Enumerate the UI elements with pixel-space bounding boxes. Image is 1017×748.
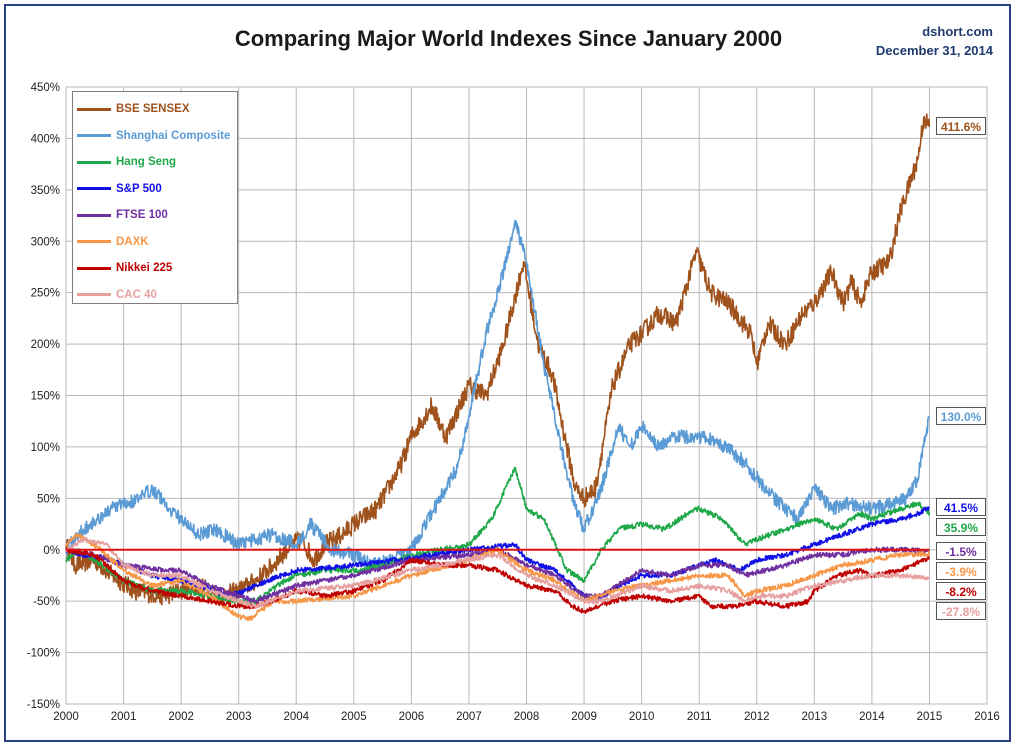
x-tick-label: 2004 xyxy=(283,711,309,723)
x-tick-label: 2006 xyxy=(399,711,425,723)
legend-item: Hang Seng xyxy=(73,149,237,176)
source-block: dshort.com December 31, 2014 xyxy=(876,22,993,60)
x-tick-label: 2001 xyxy=(111,711,137,723)
x-tick-label: 2014 xyxy=(859,711,885,723)
y-tick-label: 0% xyxy=(43,545,60,557)
x-tick-label: 2002 xyxy=(168,711,194,723)
legend-swatch xyxy=(77,160,111,164)
y-tick-label: 450% xyxy=(31,82,60,94)
end-value-label: -3.9% xyxy=(936,562,986,581)
x-tick-label: 2015 xyxy=(917,711,943,723)
series-line xyxy=(65,547,931,615)
end-value-label: 130.0% xyxy=(936,407,986,426)
y-tick-label: 100% xyxy=(31,442,60,454)
y-tick-label: 350% xyxy=(31,185,60,197)
legend-label: S&P 500 xyxy=(116,182,162,195)
legend-item: FTSE 100 xyxy=(73,202,237,229)
legend-label: Shanghai Composite xyxy=(116,129,231,142)
x-tick-label: 2011 xyxy=(687,711,712,723)
end-value-label: -8.2% xyxy=(936,582,986,601)
x-tick-label: 2016 xyxy=(974,711,1000,723)
legend-item: DAXK xyxy=(73,229,237,256)
legend-label: DAXK xyxy=(116,235,149,248)
x-tick-label: 2003 xyxy=(226,711,252,723)
legend-item: Shanghai Composite xyxy=(73,123,237,150)
chart-date: December 31, 2014 xyxy=(875,43,993,58)
legend-item: BSE SENSEX xyxy=(73,96,237,123)
series-lines xyxy=(65,113,931,622)
legend-swatch xyxy=(77,134,111,138)
legend-swatch xyxy=(77,240,111,244)
x-tick-label: 2010 xyxy=(629,711,655,723)
end-value-label: 41.5% xyxy=(936,498,986,517)
x-tick-label: 2005 xyxy=(341,711,367,723)
legend-swatch xyxy=(77,187,111,191)
x-tick-label: 2007 xyxy=(456,711,482,723)
legend-swatch xyxy=(77,107,111,111)
y-tick-label: 200% xyxy=(31,339,60,351)
legend-item: Nikkei 225 xyxy=(73,255,237,282)
end-value-label: -27.8% xyxy=(936,602,986,621)
legend-label: BSE SENSEX xyxy=(116,103,190,116)
series-line xyxy=(65,219,931,573)
legend-label: CAC 40 xyxy=(116,288,157,301)
legend-swatch xyxy=(77,266,111,270)
x-tick-label: 2000 xyxy=(53,711,79,723)
legend-item: CAC 40 xyxy=(73,282,237,309)
y-tick-label: -150% xyxy=(27,699,60,711)
y-tick-label: 50% xyxy=(37,493,60,505)
y-tick-label: 300% xyxy=(31,236,60,248)
x-tick-label: 2008 xyxy=(514,711,540,723)
end-value-label: 35.9% xyxy=(936,518,986,537)
series-line xyxy=(65,536,930,610)
legend: BSE SENSEX Shanghai Composite Hang Seng S&P… xyxy=(72,91,238,304)
y-tick-label: 150% xyxy=(31,391,60,403)
legend-swatch xyxy=(77,293,111,297)
y-tick-label: 400% xyxy=(31,133,60,145)
y-tick-label: -100% xyxy=(27,648,60,660)
axes: 2000 2001 2002 2003 2004 2005 2006 2007 2008 2009… xyxy=(27,82,1000,723)
y-tick-label: 250% xyxy=(31,288,60,300)
end-value-label: 411.6% xyxy=(936,117,986,136)
legend-label: FTSE 100 xyxy=(116,209,168,222)
source-label: dshort.com xyxy=(922,24,993,39)
series-line xyxy=(65,506,930,603)
end-value-label: -1.5% xyxy=(936,542,986,561)
legend-label: Nikkei 225 xyxy=(116,262,173,275)
x-tick-label: 2012 xyxy=(744,711,770,723)
legend-swatch xyxy=(77,213,111,217)
legend-label: Hang Seng xyxy=(116,156,177,169)
x-tick-label: 2009 xyxy=(571,711,597,723)
x-tick-label: 2013 xyxy=(802,711,828,723)
chart-title: Comparing Major World Indexes Since Janu… xyxy=(234,26,783,51)
legend-item: S&P 500 xyxy=(73,176,237,203)
y-tick-label: -50% xyxy=(33,596,60,608)
